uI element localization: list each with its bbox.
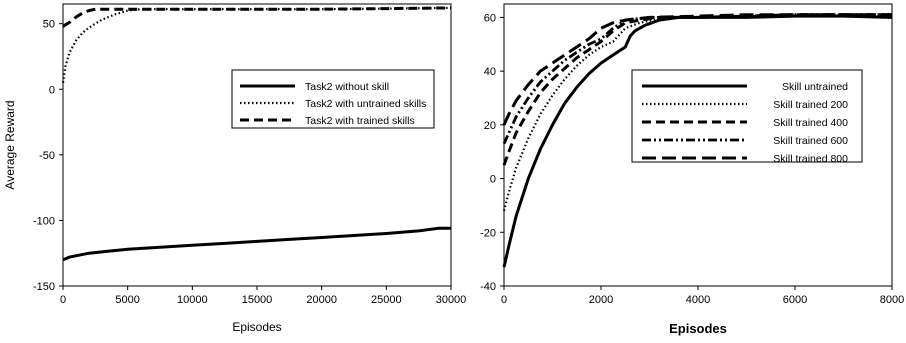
- legend-label-task2-without-skill: Task2 without skill: [305, 81, 389, 93]
- legend-label-skill-trained-200: Skill trained 200: [773, 99, 848, 111]
- legend-label-task2-with-untrained-skills: Task2 with untrained skills: [305, 98, 426, 110]
- right-x-tick-label: 8000: [880, 294, 904, 306]
- left-chart: 0 5000 10000 15000 20000 25000 30000 -150 -100 -5…: [3, 3, 466, 334]
- left-x-tick-label: 20000: [306, 294, 337, 306]
- left-x-tick-label: 25000: [371, 294, 402, 306]
- right-y-tick-label: -20: [480, 227, 496, 239]
- right-y-tick-label: -40: [480, 281, 496, 293]
- left-ticks: 0 5000 10000 15000 20000 25000 30000 -150 -100 -5…: [33, 19, 466, 306]
- left-series-lines: [61, 6, 452, 262]
- left-y-tick-label: -150: [33, 281, 55, 293]
- right-y-tick-label: 20: [484, 120, 496, 132]
- left-y-axis-label: Average Reward: [3, 100, 17, 189]
- right-x-tick-label: 6000: [783, 294, 807, 306]
- series-line-task2-with-untrained-skills: [61, 6, 452, 83]
- right-legend: Skill untrained Skill trained 200 Skill tr…: [631, 69, 863, 165]
- left-legend: Task2 without skill Task2 with untrained …: [231, 69, 435, 129]
- series-line-task2-with-trained-skills: [62, 6, 452, 28]
- right-x-axis-label: Episodes: [669, 321, 727, 336]
- left-x-tick-label: 30000: [436, 294, 467, 306]
- right-y-tick-label: 0: [490, 174, 496, 186]
- series-line-skill-trained-800: [502, 13, 892, 126]
- legend-label-skill-trained-800: Skill trained 800: [773, 153, 848, 165]
- right-x-tick-label: 4000: [686, 294, 710, 306]
- legend-label-skill-trained-600: Skill trained 600: [773, 135, 848, 147]
- legend-label-skill-trained-400: Skill trained 400: [773, 117, 848, 129]
- left-y-tick-label: -100: [33, 215, 55, 227]
- left-x-tick-label: 5000: [115, 294, 139, 306]
- left-x-tick-label: 10000: [177, 294, 208, 306]
- left-plot-frame: [62, 3, 452, 287]
- legend-label-task2-with-trained-skills: Task2 with trained skills: [305, 115, 415, 127]
- right-y-tick-label: 40: [484, 66, 496, 78]
- series-line-skill-trained-600: [502, 13, 892, 145]
- right-ticks: 0 2000 4000 6000 8000 -40 -20 0 20 40 60: [480, 12, 904, 306]
- left-x-tick-label: 0: [60, 294, 66, 306]
- right-y-tick-label: 60: [484, 12, 496, 24]
- left-y-tick-label: -50: [39, 150, 55, 162]
- right-series-lines: [502, 13, 893, 268]
- right-x-tick-label: 0: [501, 294, 507, 306]
- left-y-tick-label: 50: [43, 19, 55, 31]
- series-line-task2-without-skill: [62, 226, 451, 262]
- left-x-tick-label: 15000: [242, 294, 273, 306]
- left-y-tick-label: 0: [49, 84, 55, 96]
- right-x-tick-label: 2000: [589, 294, 613, 306]
- left-legend-box: [231, 69, 435, 129]
- legend-label-skill-untrained: Skill untrained: [782, 81, 848, 93]
- left-x-axis-label: Episodes: [232, 320, 281, 334]
